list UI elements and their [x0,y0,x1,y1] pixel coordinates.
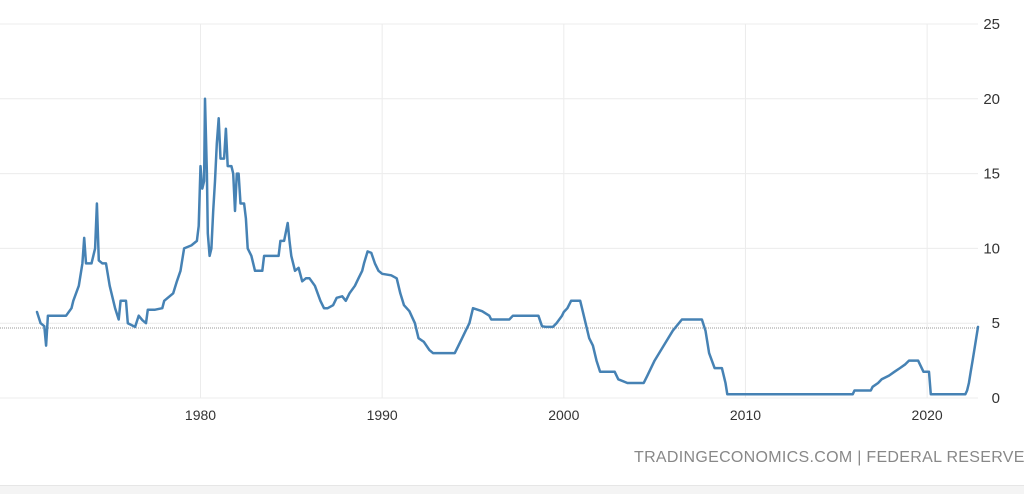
source-attribution[interactable]: TRADINGECONOMICS.COM | FEDERAL RESERVE [634,449,1024,466]
y-tick-label: 0 [992,390,1000,407]
y-axis: 0 5 10 15 20 25 [983,16,1000,407]
x-tick-label: 2010 [730,407,761,423]
bottom-bar [0,485,1024,494]
y-tick-label: 15 [983,166,1000,183]
x-tick-label: 2000 [548,407,579,423]
grid [0,23,978,399]
y-tick-label: 5 [992,315,1000,332]
x-axis: 1980 1990 2000 2010 2020 [185,407,943,423]
series-line [35,97,980,396]
x-tick-label: 2020 [912,407,943,423]
y-tick-label: 20 [983,91,1000,108]
y-tick-label: 10 [983,240,1000,257]
x-tick-label: 1980 [185,407,216,423]
y-tick-label: 25 [983,16,1000,33]
x-tick-label: 1990 [367,407,398,423]
